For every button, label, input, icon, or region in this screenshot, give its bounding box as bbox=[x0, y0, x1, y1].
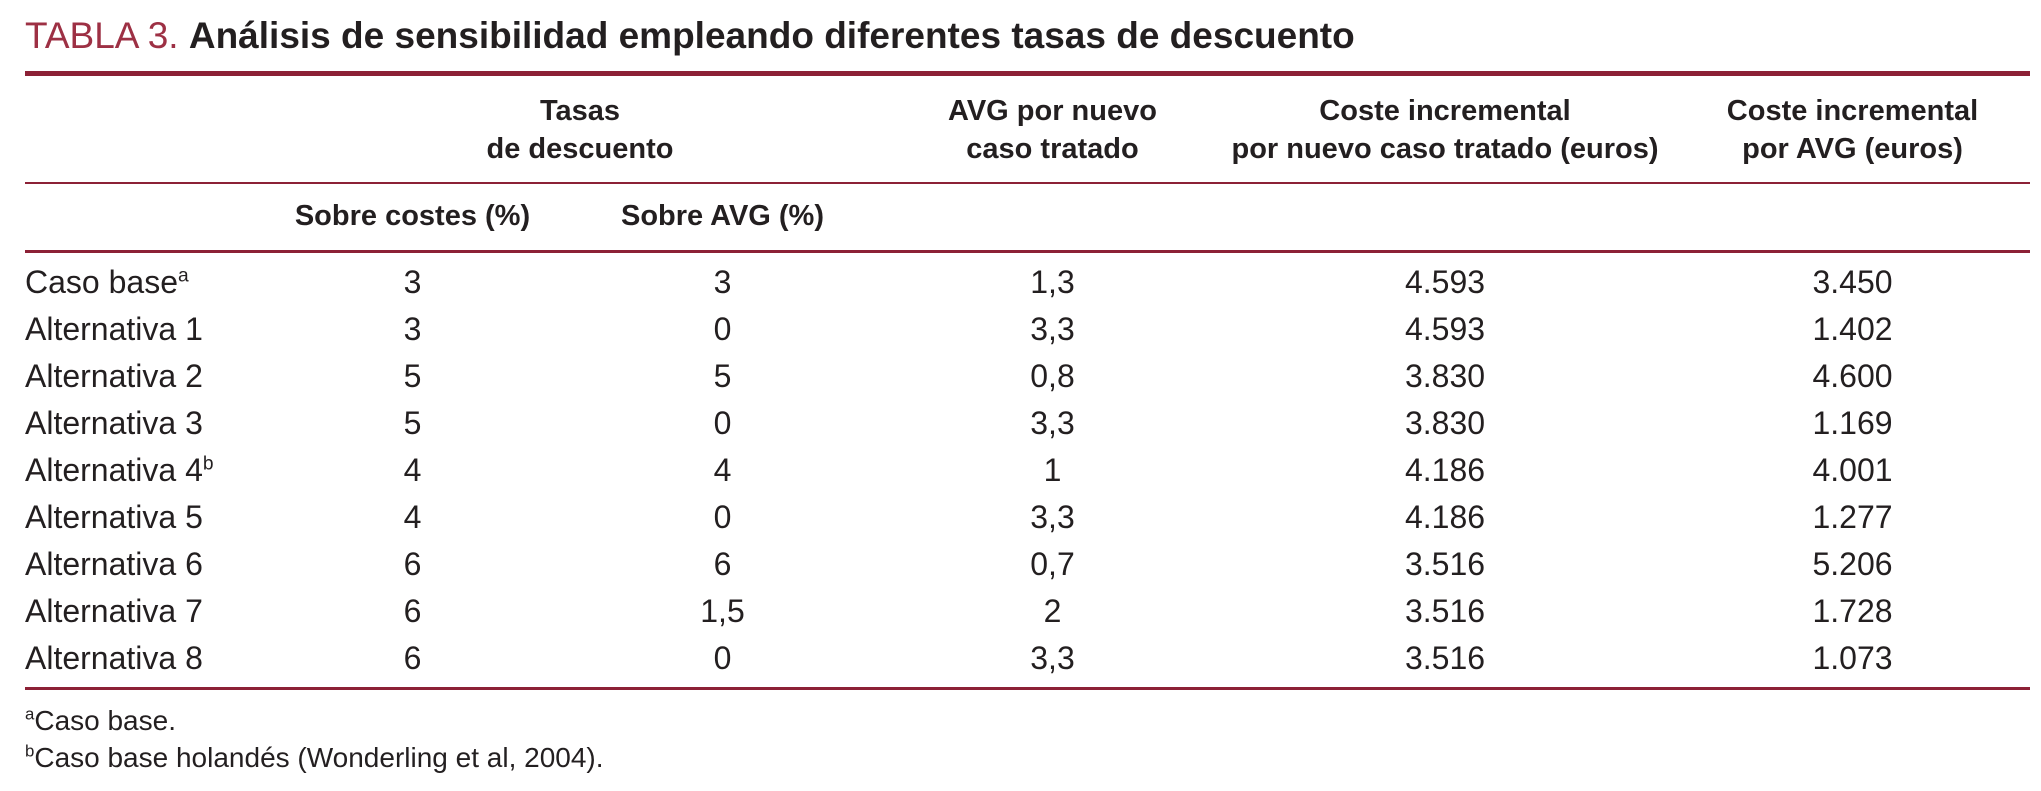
row-label: Alternativa 6 bbox=[25, 546, 203, 582]
cell-value: 3.450 bbox=[1812, 264, 1893, 300]
header-tasas-descuento: Tasas de descuento bbox=[486, 95, 674, 165]
subheader-empty-col4 bbox=[1215, 183, 1675, 252]
row-label: Caso basea bbox=[25, 264, 189, 300]
cell-value: 2 bbox=[1043, 593, 1062, 629]
cell-value: 4.593 bbox=[1404, 264, 1486, 300]
cell-value: 0 bbox=[713, 499, 732, 535]
cell-value: 6 bbox=[713, 546, 732, 582]
cell-value: 0,8 bbox=[1030, 358, 1075, 394]
cell-value: 4.186 bbox=[1404, 499, 1486, 535]
cell-value: 1.728 bbox=[1812, 593, 1893, 629]
cell-value: 4.593 bbox=[1404, 311, 1486, 347]
header-row-groups: Tasas de descuento AVG por nuevo caso tr… bbox=[25, 74, 2030, 184]
cell-value: 1,5 bbox=[700, 593, 745, 629]
cell-value: 3.516 bbox=[1404, 593, 1486, 629]
table-body: Caso basea 3 3 1,3 4.593 3.450 Alternativa 1 3 0… bbox=[25, 252, 2030, 689]
table-row: Alternativa 2 5 5 0,8 3.830 4.600 bbox=[25, 353, 2030, 400]
header-empty-cell bbox=[25, 74, 270, 184]
cell-value: 6 bbox=[403, 546, 422, 582]
table-row: Alternativa 3 5 0 3,3 3.830 1.169 bbox=[25, 400, 2030, 447]
cell-value: 3,3 bbox=[1030, 405, 1075, 441]
cell-value: 3 bbox=[403, 311, 422, 347]
cell-value: 5 bbox=[403, 358, 422, 394]
cell-value: 1.277 bbox=[1812, 499, 1893, 535]
sensitivity-table: Tasas de descuento AVG por nuevo caso tr… bbox=[25, 71, 2030, 690]
row-label: Alternativa 2 bbox=[25, 358, 203, 394]
cell-value: 3,3 bbox=[1030, 640, 1075, 676]
cell-value: 5 bbox=[713, 358, 732, 394]
footnote-superscript: b bbox=[25, 741, 35, 761]
subheader-empty-col5 bbox=[1675, 183, 2030, 252]
cell-value: 1.402 bbox=[1812, 311, 1893, 347]
cell-value: 3,3 bbox=[1030, 499, 1075, 535]
cell-value: 1.073 bbox=[1812, 640, 1893, 676]
cell-value: 0 bbox=[713, 311, 732, 347]
table-header: Tasas de descuento AVG por nuevo caso tr… bbox=[25, 74, 2030, 252]
table-row: Caso basea 3 3 1,3 4.593 3.450 bbox=[25, 252, 2030, 307]
cell-value: 0,7 bbox=[1030, 546, 1075, 582]
table-row: Alternativa 1 3 0 3,3 4.593 1.402 bbox=[25, 306, 2030, 353]
row-label: Alternativa 3 bbox=[25, 405, 203, 441]
header-coste-avg: Coste incremental por AVG (euros) bbox=[1726, 95, 1979, 165]
footnote-superscript: a bbox=[25, 704, 35, 724]
header-row-sub: Sobre costes (%) Sobre AVG (%) bbox=[25, 183, 2030, 252]
cell-value: 4 bbox=[713, 452, 732, 488]
header-coste-nuevo-caso: Coste incremental por nuevo caso tratado… bbox=[1231, 95, 1659, 165]
header-avg-nuevo-caso: AVG por nuevo caso tratado bbox=[948, 95, 1157, 165]
subheader-sobre-avg: Sobre AVG (%) bbox=[620, 200, 824, 232]
cell-value: 4.600 bbox=[1812, 358, 1893, 394]
footnote: bCaso base holandés (Wonderling et al, 2… bbox=[25, 741, 604, 773]
cell-value: 3.830 bbox=[1404, 405, 1486, 441]
cell-value: 0 bbox=[713, 640, 732, 676]
table-row: Alternativa 7 6 1,5 2 3.516 1.728 bbox=[25, 588, 2030, 635]
cell-value: 3 bbox=[403, 264, 422, 300]
table-row: Alternativa 4b 4 4 1 4.186 4.001 bbox=[25, 447, 2030, 494]
cell-value: 3 bbox=[713, 264, 732, 300]
table-title: Análisis de sensibilidad empleando difer… bbox=[188, 15, 1355, 56]
row-label-superscript: a bbox=[177, 265, 189, 287]
cell-value: 0 bbox=[713, 405, 732, 441]
subheader-empty-col3 bbox=[890, 183, 1215, 252]
table-row: Alternativa 6 6 6 0,7 3.516 5.206 bbox=[25, 541, 2030, 588]
cell-value: 1.169 bbox=[1812, 405, 1893, 441]
row-label: Alternativa 4b bbox=[25, 452, 214, 488]
cell-value: 5.206 bbox=[1812, 546, 1893, 582]
cell-value: 3,3 bbox=[1030, 311, 1075, 347]
cell-value: 6 bbox=[403, 593, 422, 629]
cell-value: 6 bbox=[403, 640, 422, 676]
cell-value: 4 bbox=[403, 499, 422, 535]
cell-value: 4.186 bbox=[1404, 452, 1486, 488]
table-caption: TABLA 3. Análisis de sensibilidad emplea… bbox=[25, 14, 2025, 58]
row-label: Alternativa 5 bbox=[25, 499, 203, 535]
cell-value: 1,3 bbox=[1030, 264, 1075, 300]
subheader-sobre-costes: Sobre costes (%) bbox=[294, 200, 531, 232]
row-label: Alternativa 7 bbox=[25, 593, 203, 629]
table-number-label: TABLA 3. bbox=[25, 15, 179, 56]
row-label: Alternativa 1 bbox=[25, 311, 203, 347]
cell-value: 3.830 bbox=[1404, 358, 1486, 394]
cell-value: 4 bbox=[403, 452, 422, 488]
cell-value: 4.001 bbox=[1812, 452, 1893, 488]
row-label: Alternativa 8 bbox=[25, 640, 203, 676]
cell-value: 3.516 bbox=[1404, 546, 1486, 582]
footnotes: aCaso base. bCaso base holandés (Wonderli… bbox=[25, 702, 2025, 776]
row-label-superscript: b bbox=[202, 453, 214, 475]
subheader-empty-cell bbox=[25, 183, 270, 252]
table-row: Alternativa 5 4 0 3,3 4.186 1.277 bbox=[25, 494, 2030, 541]
cell-value: 3.516 bbox=[1404, 640, 1486, 676]
cell-value: 1 bbox=[1043, 452, 1062, 488]
cell-value: 5 bbox=[403, 405, 422, 441]
table-row: Alternativa 8 6 0 3,3 3.516 1.073 bbox=[25, 635, 2030, 689]
footnote: aCaso base. bbox=[25, 704, 176, 736]
